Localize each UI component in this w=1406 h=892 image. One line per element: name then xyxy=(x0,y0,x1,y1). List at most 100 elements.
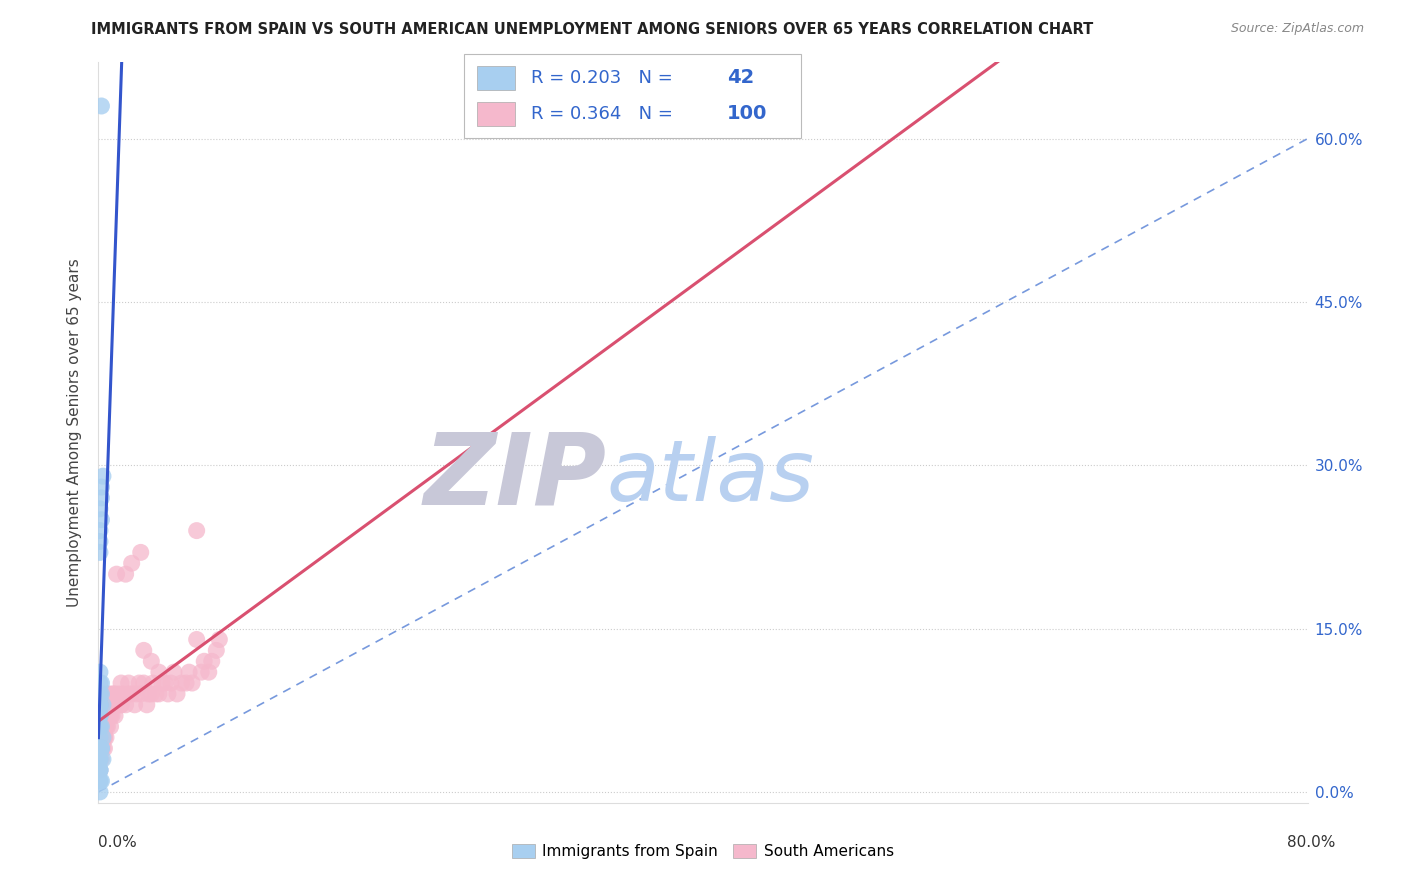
Point xyxy=(100,698,122,712)
Point xyxy=(98,708,121,723)
Point xyxy=(128,676,150,690)
Point xyxy=(94,720,117,734)
Text: 42: 42 xyxy=(727,69,755,87)
Point xyxy=(90,741,112,756)
FancyBboxPatch shape xyxy=(478,66,515,89)
Point xyxy=(201,654,224,668)
Point xyxy=(101,708,124,723)
Point xyxy=(90,708,112,723)
Text: 0.0%: 0.0% xyxy=(98,836,138,850)
Text: Source: ZipAtlas.com: Source: ZipAtlas.com xyxy=(1230,22,1364,36)
Point xyxy=(90,720,112,734)
Legend: Immigrants from Spain, South Americans: Immigrants from Spain, South Americans xyxy=(506,838,900,865)
Point xyxy=(105,698,128,712)
Point xyxy=(160,676,183,690)
Point xyxy=(89,720,111,734)
Point xyxy=(91,752,114,766)
Point xyxy=(90,741,112,756)
Point xyxy=(89,676,111,690)
Point xyxy=(166,687,188,701)
Point xyxy=(91,708,114,723)
Point xyxy=(121,687,143,701)
Point xyxy=(89,708,111,723)
Point xyxy=(89,731,111,745)
Point xyxy=(132,676,155,690)
Point xyxy=(89,698,111,712)
Point xyxy=(89,763,111,777)
Point xyxy=(93,731,115,745)
Point xyxy=(136,687,159,701)
Point xyxy=(89,763,111,777)
Point xyxy=(153,676,176,690)
Point xyxy=(135,698,157,712)
Point xyxy=(94,708,117,723)
Point xyxy=(190,665,212,680)
Point xyxy=(90,720,112,734)
Point xyxy=(100,720,122,734)
Point xyxy=(98,698,121,712)
Point xyxy=(129,687,152,701)
Point xyxy=(148,687,170,701)
Point xyxy=(107,687,129,701)
Point xyxy=(89,501,111,516)
Point xyxy=(90,99,112,113)
Point xyxy=(93,720,115,734)
Point xyxy=(89,752,111,766)
Point xyxy=(197,665,219,680)
Point xyxy=(94,731,117,745)
Point xyxy=(104,708,127,723)
Text: IMMIGRANTS FROM SPAIN VS SOUTH AMERICAN UNEMPLOYMENT AMONG SENIORS OVER 65 YEARS: IMMIGRANTS FROM SPAIN VS SOUTH AMERICAN … xyxy=(91,22,1094,37)
Point xyxy=(91,731,114,745)
Point xyxy=(89,687,111,701)
Point xyxy=(94,720,117,734)
Point xyxy=(89,708,111,723)
Point xyxy=(89,752,111,766)
Point xyxy=(89,720,111,734)
Point xyxy=(98,687,121,701)
Point xyxy=(91,698,114,712)
Point xyxy=(90,741,112,756)
Point xyxy=(90,708,112,723)
Point xyxy=(96,708,118,723)
FancyBboxPatch shape xyxy=(464,54,801,138)
Point xyxy=(208,632,231,647)
Point xyxy=(90,752,112,766)
Point xyxy=(90,698,112,712)
Point xyxy=(205,643,228,657)
Point xyxy=(179,665,201,680)
Point xyxy=(89,698,111,712)
Point xyxy=(148,665,170,680)
Point xyxy=(89,720,111,734)
Point xyxy=(156,687,179,701)
Point xyxy=(110,676,132,690)
Point xyxy=(90,513,112,527)
Point xyxy=(93,698,115,712)
Point xyxy=(89,785,111,799)
Point xyxy=(103,687,125,701)
Point xyxy=(93,708,115,723)
Point xyxy=(141,654,163,668)
Point xyxy=(121,556,143,570)
Point xyxy=(132,643,155,657)
Point xyxy=(129,545,152,559)
Y-axis label: Unemployment Among Seniors over 65 years: Unemployment Among Seniors over 65 years xyxy=(67,259,83,607)
Point xyxy=(93,741,115,756)
FancyBboxPatch shape xyxy=(478,103,515,126)
Point xyxy=(89,741,111,756)
Point xyxy=(89,708,111,723)
Point xyxy=(150,676,173,690)
Point xyxy=(91,698,114,712)
Point xyxy=(91,720,114,734)
Point xyxy=(89,731,111,745)
Point xyxy=(89,752,111,766)
Text: atlas: atlas xyxy=(606,435,814,518)
Point xyxy=(90,687,112,701)
Point xyxy=(89,774,111,789)
Point xyxy=(142,676,165,690)
Point xyxy=(90,480,112,494)
Text: 100: 100 xyxy=(727,104,768,123)
Point xyxy=(163,665,186,680)
Point xyxy=(91,698,114,712)
Point xyxy=(100,708,122,723)
Point xyxy=(193,654,215,668)
